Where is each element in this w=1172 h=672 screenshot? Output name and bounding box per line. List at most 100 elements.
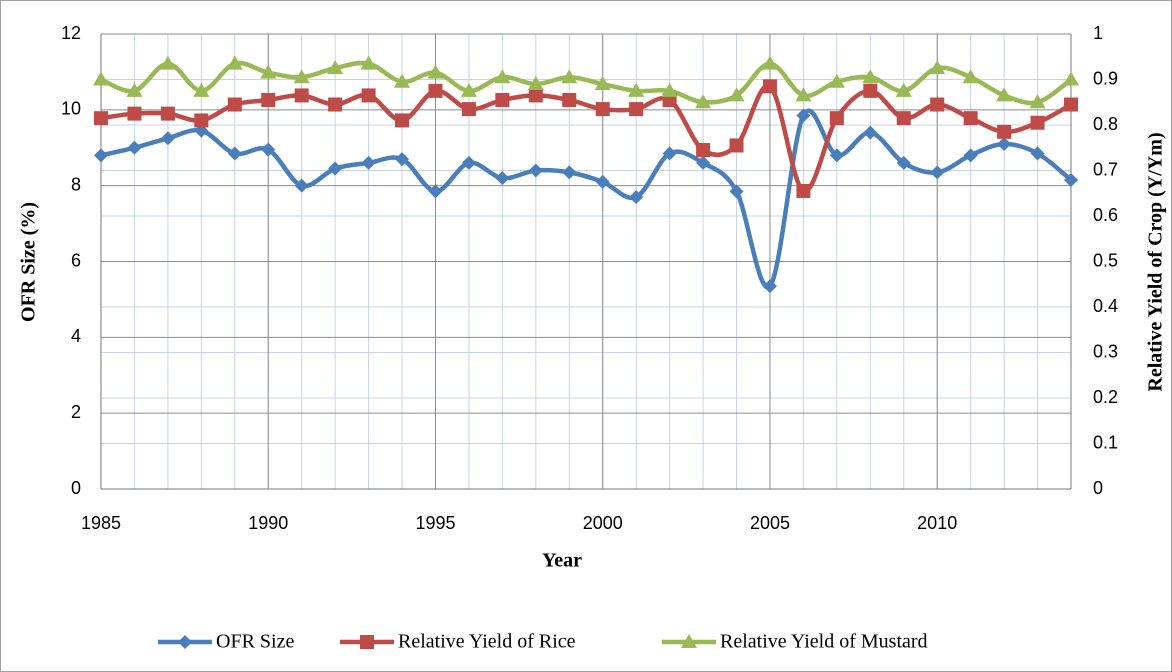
marker	[930, 165, 945, 180]
marker	[194, 113, 209, 128]
marker	[728, 87, 745, 102]
legend-marker	[681, 634, 697, 648]
marker	[93, 71, 109, 86]
marker	[160, 131, 175, 146]
marker	[1063, 71, 1079, 86]
marker	[127, 140, 142, 155]
x-axis-title: Year	[542, 550, 582, 572]
marker	[930, 97, 945, 112]
marker	[94, 148, 108, 163]
marker	[461, 155, 476, 170]
marker	[762, 79, 777, 94]
marker	[495, 92, 510, 107]
marker	[562, 165, 577, 180]
marker	[997, 124, 1012, 139]
y2-tick-label: 0.3	[1093, 341, 1118, 361]
marker	[595, 174, 610, 189]
marker	[696, 143, 711, 158]
legend-marker-shape	[681, 634, 697, 648]
marker	[1030, 115, 1045, 130]
y-tick-label: 2	[71, 402, 81, 422]
marker	[562, 92, 577, 107]
marker	[661, 82, 678, 97]
marker	[829, 148, 844, 163]
marker	[328, 97, 343, 112]
marker	[361, 155, 376, 170]
marker	[494, 69, 511, 84]
marker	[159, 55, 176, 70]
marker	[1029, 94, 1046, 109]
legend-label: OFR Size	[216, 631, 294, 653]
y2-tick-label: 0.7	[1093, 159, 1118, 179]
marker	[126, 82, 143, 97]
marker	[361, 88, 376, 103]
marker	[695, 94, 712, 109]
marker	[594, 76, 611, 91]
marker	[963, 148, 978, 163]
marker	[193, 82, 210, 97]
marker	[226, 55, 243, 70]
x-tick-label: 2005	[750, 513, 790, 533]
y-tick-label: 10	[61, 99, 81, 119]
marker	[629, 190, 644, 205]
legend-marker	[178, 635, 192, 649]
marker	[260, 64, 277, 79]
marker	[561, 69, 578, 84]
marker	[160, 106, 175, 121]
marker	[327, 60, 344, 75]
marker	[1030, 146, 1045, 161]
marker	[896, 155, 911, 170]
marker	[962, 69, 979, 84]
marker	[94, 111, 108, 126]
marker	[929, 60, 946, 75]
legend-marker-shape	[178, 635, 192, 649]
marker	[996, 87, 1013, 102]
x-tick-label: 2010	[917, 513, 957, 533]
marker	[261, 142, 276, 157]
marker	[863, 125, 878, 140]
marker	[527, 76, 544, 91]
marker	[997, 136, 1012, 151]
y-tick-label: 8	[71, 174, 81, 194]
legend-marker-shape	[360, 635, 374, 649]
marker	[863, 83, 878, 98]
y2-tick-label: 1	[1093, 23, 1103, 43]
legend-label: Relative Yield of Rice	[398, 631, 576, 653]
marker	[796, 183, 811, 198]
marker	[595, 102, 610, 117]
marker	[629, 102, 644, 117]
marker	[293, 69, 310, 84]
y2-tick-label: 0.1	[1093, 432, 1118, 452]
marker	[394, 73, 411, 88]
marker	[461, 102, 476, 117]
marker	[395, 152, 410, 167]
y2-tick-label: 0.5	[1093, 250, 1118, 270]
y2-tick-label: 0.8	[1093, 114, 1118, 134]
legend-label: Relative Yield of Mustard	[720, 631, 928, 653]
marker	[795, 87, 812, 102]
marker	[696, 155, 711, 170]
y2-tick-label: 0.4	[1093, 296, 1118, 316]
marker	[1064, 97, 1078, 112]
x-tick-label: 1995	[415, 513, 455, 533]
marker	[428, 184, 443, 199]
marker	[828, 73, 845, 88]
y2-tick-label: 0	[1093, 478, 1103, 498]
marker	[360, 55, 377, 70]
marker	[328, 161, 343, 176]
x-tick-label: 2000	[583, 513, 623, 533]
y-tick-label: 4	[71, 326, 81, 346]
marker	[127, 106, 142, 121]
marker	[896, 111, 911, 126]
y2-axis-title: Relative Yield of Crop (Y/Ym)	[1145, 132, 1167, 391]
marker	[395, 113, 410, 128]
x-tick-label: 1985	[81, 513, 121, 533]
y2-tick-label: 0.6	[1093, 205, 1118, 225]
y-tick-label: 0	[71, 478, 81, 498]
plot	[93, 55, 1079, 294]
y-tick-label: 12	[61, 23, 81, 43]
marker	[528, 88, 543, 103]
marker	[427, 64, 444, 79]
marker	[761, 55, 778, 70]
